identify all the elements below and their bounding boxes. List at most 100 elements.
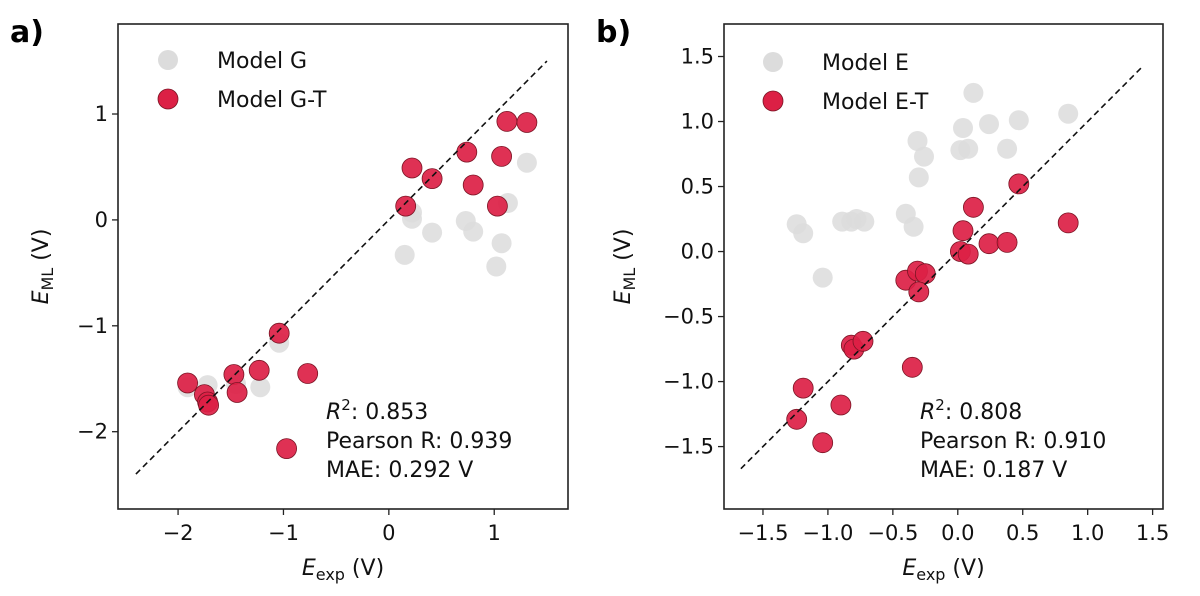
baseline-point — [516, 152, 537, 173]
y-tick-label: −0.5 — [663, 305, 714, 329]
transfer-point — [462, 174, 484, 196]
x-tick-label: 0 — [382, 521, 395, 545]
stats-annotation: R2: 0.853 Pearson R: 0.939 MAE: 0.292 V — [326, 396, 512, 483]
transfer-point — [421, 168, 443, 190]
pearson-annotation: Pearson R: 0.939 — [326, 429, 512, 454]
baseline-point — [486, 256, 507, 277]
legend-marker-model-e-t — [762, 90, 784, 112]
y-tick-label: 0.5 — [681, 175, 714, 199]
baseline-point — [463, 221, 484, 242]
transfer-point — [1057, 212, 1079, 234]
points-layer — [177, 111, 538, 460]
x-label-unit: (V) — [345, 556, 384, 581]
x-axis-label: Eexp (V) — [302, 556, 384, 584]
baseline-point — [394, 244, 415, 265]
transfer-point — [177, 372, 199, 394]
transfer-point — [952, 220, 974, 242]
transfer-point — [908, 281, 930, 303]
baseline-point — [907, 131, 928, 151]
transfer-point — [792, 377, 814, 399]
panel-a: a) −2 −1 0 1 −2 −1 0 1 Eexp (V) EML (V) Model … — [10, 15, 569, 584]
baseline-point — [491, 233, 512, 254]
y-tick-label: 0 — [95, 208, 108, 232]
axes-frame — [723, 23, 1164, 510]
legend-marker-model-g — [158, 50, 178, 70]
x-tick-label: 0.0 — [941, 521, 974, 545]
transfer-point — [812, 432, 834, 454]
parity-line — [740, 66, 1143, 470]
legend-label-model-g: Model G — [217, 49, 307, 74]
baseline-point — [422, 222, 443, 243]
transfer-point — [963, 196, 984, 218]
r2-value: : 0.808 — [945, 400, 1022, 425]
r2-symbol: R — [326, 400, 341, 425]
x-axis: −1.5 −1.0 −0.5 0.0 0.5 1.0 1.5 — [737, 509, 1169, 545]
pearson-annotation: Pearson R: 0.910 — [920, 429, 1106, 454]
transfer-point — [978, 233, 1000, 255]
transfer-point — [456, 141, 478, 163]
x-label-sub: exp — [916, 565, 945, 584]
transfer-point — [496, 111, 518, 132]
x-tick-label: 1 — [488, 521, 501, 545]
transfer-point — [830, 394, 852, 416]
x-label-main: E — [302, 556, 316, 581]
x-tick-label: 0.5 — [1006, 521, 1039, 545]
r2-value: : 0.853 — [351, 400, 428, 425]
transfer-point — [516, 112, 538, 133]
x-tick-label: −2 — [163, 521, 194, 545]
panel-b: b) −1.5 −1.0 −0.5 0.0 0.5 1.0 1.5 −1.5 −1.0 −0.5… — [596, 15, 1169, 584]
y-tick-label: −2 — [77, 420, 108, 444]
y-axis: −1.5 −1.0 −0.5 0.0 0.5 1.0 1.5 — [663, 45, 724, 459]
transfer-point — [957, 243, 979, 265]
baseline-point — [812, 267, 833, 288]
legend-label-model-g-t: Model G-T — [217, 88, 327, 113]
transfer-point — [786, 408, 808, 430]
baseline-point — [1058, 103, 1079, 124]
x-label-main: E — [902, 556, 916, 581]
r2-superscript: 2 — [341, 396, 351, 414]
y-axis-label: EML (V) — [29, 229, 57, 305]
transfer-point — [395, 195, 417, 217]
r2-symbol: R — [920, 400, 935, 425]
y-tick-label: 1.0 — [681, 110, 714, 134]
baseline-point — [854, 211, 875, 232]
transfer-point — [486, 195, 508, 217]
y-label-unit: (V) — [611, 229, 636, 268]
legend-marker-model-e — [763, 52, 783, 72]
transfer-point — [223, 364, 245, 385]
x-tick-label: −1.5 — [737, 521, 788, 545]
parity-line — [135, 60, 548, 475]
legend-marker-model-g-t — [157, 88, 179, 110]
x-tick-label: 1.0 — [1071, 521, 1104, 545]
baseline-point — [908, 167, 929, 188]
y-tick-label: −1.0 — [663, 370, 714, 394]
y-label-unit: (V) — [29, 229, 54, 268]
legend-label-model-e: Model E — [822, 51, 909, 76]
y-label-main: E — [611, 290, 636, 304]
transfer-point — [901, 356, 923, 378]
transfer-point — [401, 157, 423, 179]
mae-annotation: MAE: 0.292 V — [326, 458, 473, 483]
x-tick-label: −0.5 — [867, 521, 918, 545]
transfer-point — [198, 394, 220, 416]
panel-label: a) — [10, 15, 44, 50]
transfer-point — [276, 438, 298, 460]
x-axis: −2 −1 0 1 — [163, 509, 501, 545]
transfer-point — [914, 263, 936, 285]
y-tick-label: 1.5 — [681, 45, 714, 69]
x-axis-label: Eexp (V) — [902, 556, 984, 584]
x-tick-label: 1.5 — [1136, 521, 1169, 545]
transfer-point — [852, 330, 874, 352]
stats-annotation: R2: 0.808 Pearson R: 0.910 MAE: 0.187 V — [920, 396, 1106, 483]
r2-superscript: 2 — [935, 396, 945, 414]
transfer-point — [248, 359, 270, 381]
baseline-point — [979, 114, 999, 135]
x-tick-label: −1 — [268, 521, 299, 545]
y-label-main: E — [29, 290, 54, 304]
x-label-sub: exp — [316, 565, 345, 584]
transfer-point — [491, 145, 513, 167]
transfer-point — [1008, 173, 1030, 195]
legend: Model E Model E-T — [762, 51, 929, 115]
x-tick-label: −1.0 — [802, 521, 853, 545]
